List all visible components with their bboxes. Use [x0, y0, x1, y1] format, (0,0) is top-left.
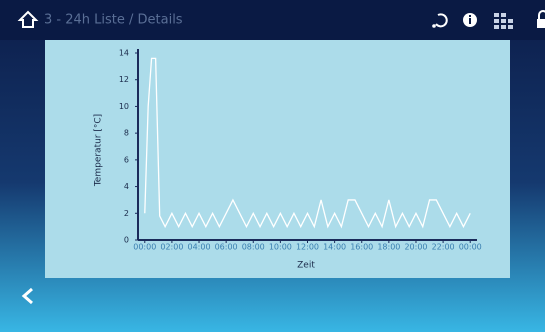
x-tick-label: 12:00: [296, 243, 319, 252]
history-button[interactable]: [432, 13, 448, 28]
lock-button[interactable]: [537, 10, 545, 28]
y-tick-label: 10: [119, 102, 129, 111]
y-tick-label: 0: [124, 236, 129, 245]
x-tick-label: 22:00: [432, 243, 455, 252]
x-tick-label: 02:00: [160, 243, 183, 252]
menu-cell: [508, 19, 513, 23]
home-icon: [17, 10, 39, 28]
menu-button[interactable]: [494, 13, 513, 29]
x-tick-label: 18:00: [377, 243, 400, 252]
page-title: 3 - 24h Liste / Details: [44, 13, 183, 28]
y-tick-label: 12: [119, 75, 129, 84]
x-tick-label: 14:00: [323, 243, 346, 252]
y-tick-label: 4: [124, 182, 129, 191]
info-button[interactable]: [463, 13, 477, 27]
y-tick-label: 2: [124, 209, 129, 218]
menu-cell: [501, 25, 506, 29]
menu-cell: [501, 13, 506, 17]
chart-panel: [45, 40, 510, 278]
x-tick-label: 20:00: [404, 243, 427, 252]
menu-cell: [508, 25, 513, 29]
y-tick-label: 8: [124, 129, 129, 138]
menu-cell: [494, 25, 499, 29]
x-tick-label: 10:00: [269, 243, 292, 252]
data-line: [144, 57, 471, 229]
lock-icon: [537, 19, 545, 28]
menu-cell: [494, 19, 499, 23]
chart: Zeit Temperatur [°C] 0 2 4 6 8 10 12 14 00:00 02:…: [94, 49, 482, 271]
top-bar: [0, 0, 545, 40]
x-tick-label: 16:00: [350, 243, 373, 252]
x-tick-label: 00:00: [459, 243, 482, 252]
x-tick-label: 08:00: [242, 243, 265, 252]
x-tick-label: 00:00: [133, 243, 156, 252]
info-dot: [469, 15, 471, 17]
x-tick-label: 04:00: [187, 243, 210, 252]
y-tick-label: 14: [119, 49, 129, 58]
x-axis-label: Zeit: [297, 261, 315, 271]
lock-shackle: [538, 10, 545, 19]
menu-cell: [501, 19, 506, 23]
x-tick-label: 06:00: [215, 243, 238, 252]
back-button[interactable]: [21, 287, 33, 305]
home-button[interactable]: [17, 10, 39, 28]
menu-cell: [494, 13, 499, 17]
y-tick-label: 6: [124, 155, 129, 164]
info-i: [469, 18, 471, 24]
history-icon: [435, 13, 448, 28]
history-dot: [432, 24, 436, 28]
y-axis-label: Temperatur [°C]: [94, 114, 104, 187]
